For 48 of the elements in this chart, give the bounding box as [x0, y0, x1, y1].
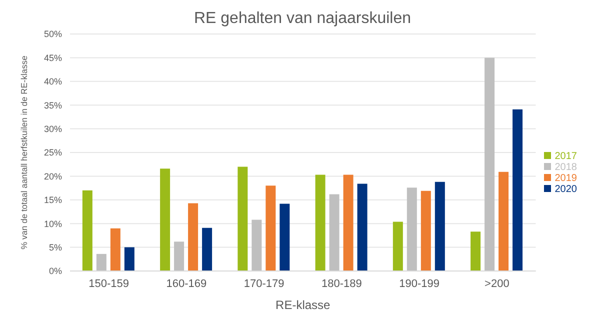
y-axis-title: % van de totaal aantall herfstkuilen in de RE-klasse — [19, 55, 30, 250]
bar — [392, 222, 403, 271]
y-tick-label: 15% — [44, 195, 62, 206]
y-tick-label: 5% — [48, 242, 62, 252]
y-tick-label: 45% — [44, 52, 62, 63]
bar — [315, 174, 326, 271]
y-tick-label: 0% — [48, 266, 62, 276]
bar — [512, 109, 523, 271]
bar — [280, 204, 290, 271]
bar — [266, 186, 276, 271]
bar — [252, 220, 262, 271]
x-tick-label: 190-199 — [399, 278, 440, 290]
legend-label: 2017 — [554, 150, 577, 162]
x-tick-label: 150-159 — [88, 278, 129, 290]
chart-title: RE gehalten van najaarskuilen — [192, 9, 412, 29]
y-tick-label: 20% — [44, 171, 62, 182]
bar — [110, 228, 120, 271]
bar — [238, 166, 248, 271]
bar — [470, 232, 481, 271]
legend-label: 2019 — [554, 172, 577, 184]
bar — [174, 242, 184, 271]
y-tick-label: 30% — [44, 124, 62, 134]
bar — [357, 184, 368, 271]
legend-label: 2018 — [554, 162, 577, 172]
bar — [420, 190, 431, 271]
bar — [498, 172, 509, 271]
bar — [82, 190, 92, 271]
x-tick-label: >200 — [484, 278, 510, 290]
bar — [124, 247, 134, 271]
bar — [96, 254, 106, 271]
legend-label: 2020 — [554, 184, 577, 194]
bar — [188, 203, 198, 271]
bar — [202, 228, 212, 271]
bar — [434, 182, 445, 271]
bar — [484, 58, 495, 271]
x-tick-label: 170-179 — [244, 278, 284, 290]
y-tick-label: 35% — [44, 100, 62, 110]
x-tick-label: 180-189 — [322, 278, 362, 290]
x-axis-title: RE-klasse — [276, 298, 331, 312]
bar — [329, 194, 340, 271]
bar — [343, 174, 354, 271]
y-tick-label: 25% — [44, 148, 62, 158]
x-tick-label: 160-169 — [166, 278, 207, 290]
y-tick-label: 50% — [44, 29, 62, 40]
bar — [160, 168, 170, 271]
bar — [406, 188, 417, 271]
y-tick-label: 10% — [44, 218, 62, 229]
y-tick-label: 40% — [44, 76, 62, 87]
